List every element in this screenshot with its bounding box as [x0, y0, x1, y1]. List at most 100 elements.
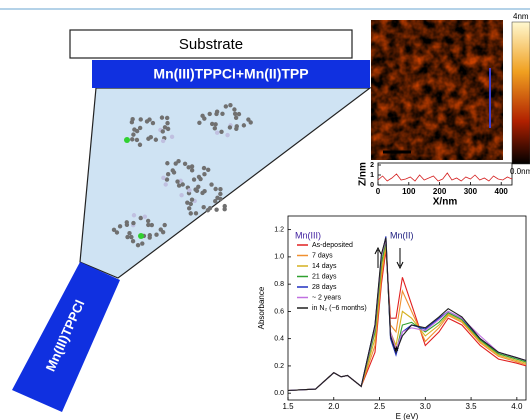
atom: [206, 168, 210, 172]
atom: [160, 115, 164, 119]
x-tick-label: 400: [495, 187, 509, 196]
figure: Substrate Mn(III)TPPCl+Mn(II)TPP Mn(III)…: [0, 0, 530, 420]
colorbar-min: 0.0nm: [510, 167, 530, 176]
atom: [165, 116, 169, 120]
series-line: [288, 236, 526, 390]
legend-label: ~ 2 years: [312, 294, 341, 301]
annotation: Mn(II): [390, 230, 414, 240]
y-tick-label: 0.4: [274, 336, 284, 343]
atom: [202, 189, 206, 193]
atom: [147, 235, 151, 239]
y-tick-label: 1: [370, 172, 374, 179]
atom: [219, 130, 223, 134]
atom: [220, 112, 224, 116]
atom: [189, 211, 193, 215]
atom: [125, 235, 129, 239]
atom: [200, 114, 204, 118]
atom: [138, 143, 142, 147]
atom: [213, 126, 217, 130]
atom: [234, 127, 238, 131]
legend-label: 28 days: [312, 284, 337, 291]
annotation: Mn(III): [295, 230, 321, 240]
annotation: *: [394, 344, 399, 358]
x-tick-label: 3.0: [420, 402, 432, 411]
atom: [201, 205, 205, 209]
atom: [139, 117, 143, 121]
atom: [202, 166, 206, 170]
legend-label: in N₂ (~6 months): [312, 305, 367, 312]
atom: [233, 112, 237, 116]
atom: [127, 231, 131, 235]
arrow: [397, 248, 403, 268]
atom: [210, 122, 214, 126]
atom: [215, 110, 219, 114]
atom: [213, 199, 217, 203]
atom: [194, 211, 198, 215]
atom: [198, 177, 202, 181]
atom: [208, 112, 212, 116]
y-tick-label: 0.0: [274, 390, 284, 397]
legend-label: 14 days: [312, 263, 337, 270]
cl-atom: [138, 233, 144, 239]
atom: [228, 125, 232, 129]
atom: [161, 176, 165, 180]
atom: [135, 138, 139, 142]
atom: [161, 129, 165, 133]
atom: [176, 159, 180, 163]
atom: [131, 239, 135, 243]
atom: [213, 187, 217, 191]
atom: [166, 172, 170, 176]
atom: [136, 243, 140, 247]
atom: [146, 219, 150, 223]
atom: [187, 188, 191, 192]
y-tick-label: 0.2: [274, 363, 284, 370]
substrate-label: Substrate: [179, 36, 243, 53]
legend-label: 21 days: [312, 273, 337, 280]
atom: [175, 179, 179, 183]
atom: [185, 200, 189, 204]
atom: [139, 216, 143, 220]
atom: [138, 126, 142, 130]
atom: [166, 127, 170, 131]
colorbar-max: 4nm: [513, 12, 529, 21]
atom: [132, 213, 136, 217]
atom: [177, 183, 181, 187]
atom: [170, 135, 174, 139]
x-tick-label: 4.0: [511, 402, 523, 411]
atom: [215, 131, 219, 135]
y-tick-label: 0.6: [274, 308, 284, 315]
x-axis-label: E (eV): [396, 412, 419, 420]
atom: [234, 116, 238, 120]
atom: [112, 228, 116, 232]
y-tick-label: 2: [370, 162, 374, 169]
plot-frame: [378, 163, 512, 185]
x-tick-label: 2.0: [328, 402, 340, 411]
atom: [150, 223, 154, 227]
y-tick-label: 1.0: [274, 254, 284, 261]
funnel: [80, 88, 370, 278]
atom: [154, 233, 158, 237]
atom: [161, 230, 165, 234]
atom: [129, 235, 133, 239]
color-bar: [512, 22, 530, 164]
atom: [197, 121, 201, 125]
atom: [165, 161, 169, 165]
atom: [237, 112, 241, 116]
y-axis-label: Z/nm: [358, 162, 369, 186]
atom: [131, 221, 135, 225]
atom: [249, 120, 253, 124]
atom: [224, 104, 228, 108]
atom: [154, 138, 158, 142]
atom: [225, 133, 229, 137]
x-tick-label: 200: [433, 187, 447, 196]
atom: [190, 168, 194, 172]
legend-label: As-deposited: [312, 242, 353, 249]
atom: [218, 197, 222, 201]
atom: [165, 121, 169, 125]
atom: [209, 182, 213, 186]
atom: [218, 192, 222, 196]
atom: [202, 172, 206, 176]
atom: [151, 121, 155, 125]
atom: [242, 123, 246, 127]
atom: [183, 162, 187, 166]
